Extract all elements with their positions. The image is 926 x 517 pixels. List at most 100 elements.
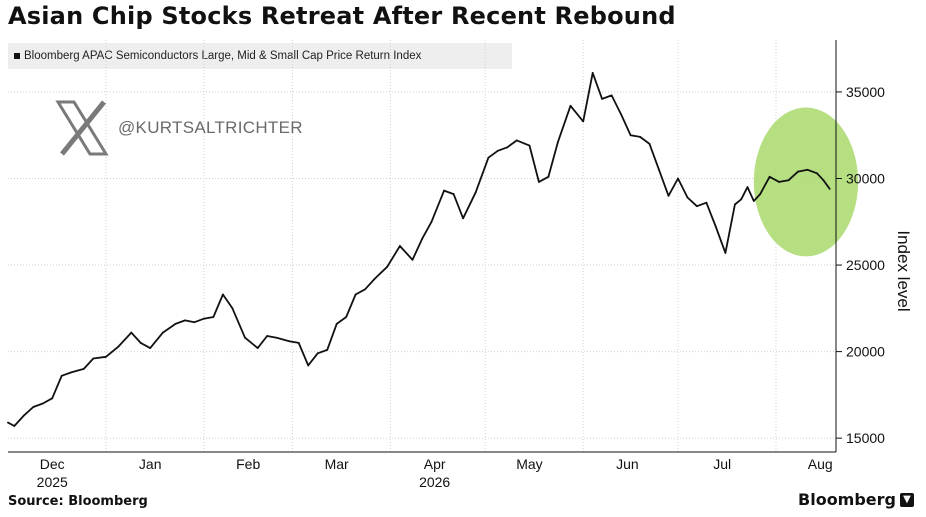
source-note: Source: Bloomberg <box>8 494 148 509</box>
x-tick-label: Feb <box>236 456 260 472</box>
data-point <box>620 113 622 116</box>
data-point <box>231 307 234 310</box>
x-tick-label: Mar <box>325 456 349 472</box>
x-tick-sublabel: 2026 <box>419 474 450 490</box>
data-point <box>411 258 414 261</box>
y-tick-label: 35000 <box>846 84 885 100</box>
data-point <box>787 179 790 182</box>
y-tick-label: 30000 <box>846 170 885 186</box>
data-point <box>639 136 641 138</box>
data-point <box>759 193 762 195</box>
axis-layer: 15000 20000 25000 30000 35000 Dec 2025 Jan Feb Ma… <box>8 40 885 490</box>
data-point <box>174 322 177 325</box>
data-point <box>705 201 708 204</box>
data-point <box>22 414 25 417</box>
data-point <box>797 170 799 173</box>
data-point <box>496 149 499 152</box>
data-point <box>354 293 357 296</box>
data-point <box>462 217 464 220</box>
data-point <box>139 342 142 344</box>
data-point <box>398 245 401 247</box>
watermark-handle: @KURTSALTRICHTER <box>118 118 303 137</box>
data-point <box>117 345 120 348</box>
data-point <box>32 406 35 408</box>
x-logo-icon <box>55 100 109 156</box>
brand-mark-icon: ▼ <box>900 492 914 507</box>
x-tick-label: Jul <box>713 456 731 472</box>
data-point <box>60 374 63 377</box>
series-line <box>7 72 831 427</box>
data-point <box>335 322 338 325</box>
data-point <box>740 198 743 201</box>
data-point <box>658 168 660 171</box>
data-point <box>275 336 278 339</box>
data-point <box>266 335 269 337</box>
data-point <box>816 172 818 175</box>
data-point <box>556 141 559 144</box>
data-point <box>244 336 246 339</box>
data-point <box>70 371 73 374</box>
data-point <box>41 402 44 405</box>
legend-label: Bloomberg APAC Semiconductors Large, Mid… <box>24 50 422 62</box>
data-point <box>746 186 749 189</box>
data-point <box>130 331 133 334</box>
x-tick-label: Dec <box>40 456 65 472</box>
x-tick-label: Jun <box>616 456 639 472</box>
data-point <box>733 203 736 206</box>
data-point <box>715 226 717 228</box>
data-point <box>591 71 594 74</box>
data-point <box>307 364 310 367</box>
data-point <box>373 277 376 280</box>
data-point <box>105 355 107 358</box>
data-point <box>601 97 604 100</box>
data-point <box>193 321 196 324</box>
data-point <box>161 331 164 334</box>
data-point <box>326 348 329 351</box>
data-point <box>547 175 550 178</box>
data-point <box>452 193 455 195</box>
data-point <box>203 317 205 320</box>
data-point <box>538 181 540 183</box>
data-point <box>806 168 809 171</box>
data-point <box>724 252 727 254</box>
data-point <box>149 347 152 350</box>
data-point <box>610 94 613 97</box>
chart-title: Asian Chip Stocks Retreat After Recent R… <box>8 2 676 30</box>
brand-name: Bloomberg <box>798 490 896 509</box>
data-point <box>569 104 572 107</box>
data-point <box>487 156 490 159</box>
data-point <box>474 191 477 194</box>
data-point <box>421 238 423 240</box>
x-tick-sublabel: 2025 <box>37 474 68 490</box>
data-point <box>92 357 95 360</box>
data-point <box>752 200 755 202</box>
data-point <box>667 194 670 197</box>
highlight-ellipse <box>753 107 859 257</box>
x-tick-label: May <box>516 456 542 472</box>
data-point <box>828 187 831 190</box>
grid-layer <box>8 40 836 452</box>
data-point <box>184 319 186 322</box>
watermark: @KURTSALTRICHTER <box>54 100 303 156</box>
data-point <box>696 205 698 208</box>
data-point <box>82 368 85 370</box>
data-point <box>345 316 348 318</box>
legend: Bloomberg APAC Semiconductors Large, Mid… <box>8 43 512 69</box>
data-point <box>386 265 389 268</box>
data-point <box>51 397 54 400</box>
data-point <box>364 288 367 291</box>
x-tick-label: Jan <box>139 456 162 472</box>
legend-swatch <box>14 53 20 59</box>
data-point <box>430 220 433 223</box>
data-point <box>768 175 771 178</box>
data-point <box>212 316 215 318</box>
series-layer <box>7 71 831 427</box>
data-point <box>506 146 509 149</box>
y-axis-label: Index level <box>894 230 913 311</box>
data-point <box>316 352 319 355</box>
data-point <box>443 189 446 192</box>
y-tick-label: 25000 <box>846 257 885 273</box>
data-point <box>677 177 679 180</box>
x-tick-label: Aug <box>808 456 833 472</box>
